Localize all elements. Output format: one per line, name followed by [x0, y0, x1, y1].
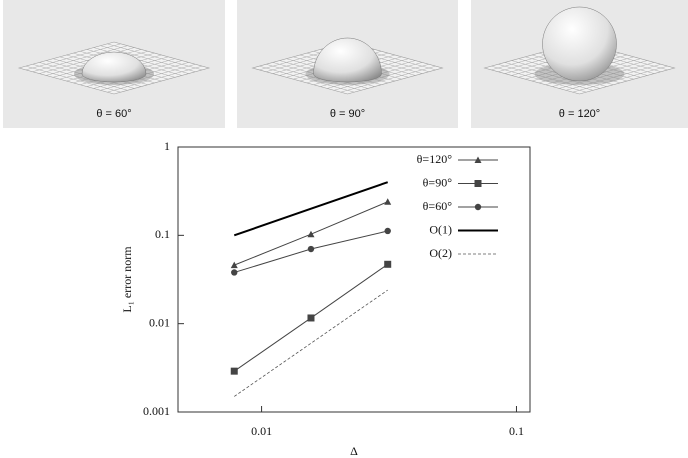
point — [384, 260, 392, 268]
grid-line-plane — [100, 45, 196, 72]
panel-caption: θ = 90° — [330, 108, 365, 120]
legend-label: θ=60° — [423, 199, 453, 213]
y-tick-label: 0.1 — [155, 227, 170, 241]
grid-line-plane — [340, 65, 436, 93]
grid-line-plane — [565, 64, 661, 91]
point — [231, 269, 238, 276]
y-axis-label: L₁ error norm — [120, 246, 134, 313]
drop — [542, 6, 617, 82]
legend-marker — [474, 203, 482, 211]
legend-label: θ=120° — [417, 152, 453, 166]
point — [230, 261, 238, 269]
legend-label: θ=90° — [423, 175, 453, 189]
legend-marker — [474, 180, 482, 187]
panels: θ = 60° θ = 90° θ = 120° — [3, 0, 688, 128]
grid-line-plane — [559, 62, 655, 89]
point — [384, 227, 391, 235]
panel-caption: θ = 120° — [559, 108, 600, 120]
point — [307, 230, 315, 238]
grid-line-plane — [572, 65, 668, 93]
grid-line-plane — [107, 65, 203, 93]
point — [384, 198, 392, 205]
chart: 0.001 0.01 0.1 1 0.01 0.1 Δ L₁ error norm θ=120°… — [120, 139, 531, 458]
plot-frame — [177, 146, 531, 413]
grid-line-plane — [107, 43, 203, 71]
drop — [313, 37, 382, 83]
legend-marker — [474, 156, 482, 163]
x-tick-label: 0.1 — [509, 424, 524, 438]
x-tick-label: 0.01 — [251, 424, 272, 438]
y-tick-label: 1 — [164, 139, 170, 153]
point — [230, 367, 238, 375]
point — [307, 245, 315, 253]
panel-caption: θ = 60° — [96, 108, 131, 120]
drop — [81, 51, 147, 83]
grid-line-plane — [100, 64, 196, 91]
point — [307, 314, 315, 322]
y-tick-label: 0.001 — [143, 404, 170, 418]
legend-label: O(1) — [429, 222, 452, 236]
grid-line-plane — [93, 47, 189, 74]
y-tick-label: 0.01 — [149, 315, 170, 329]
series-line — [234, 289, 388, 397]
series-line — [233, 181, 389, 237]
x-axis-label: Δ — [350, 444, 358, 458]
legend-label: O(2) — [429, 246, 452, 260]
grid-line-plane — [333, 64, 429, 91]
